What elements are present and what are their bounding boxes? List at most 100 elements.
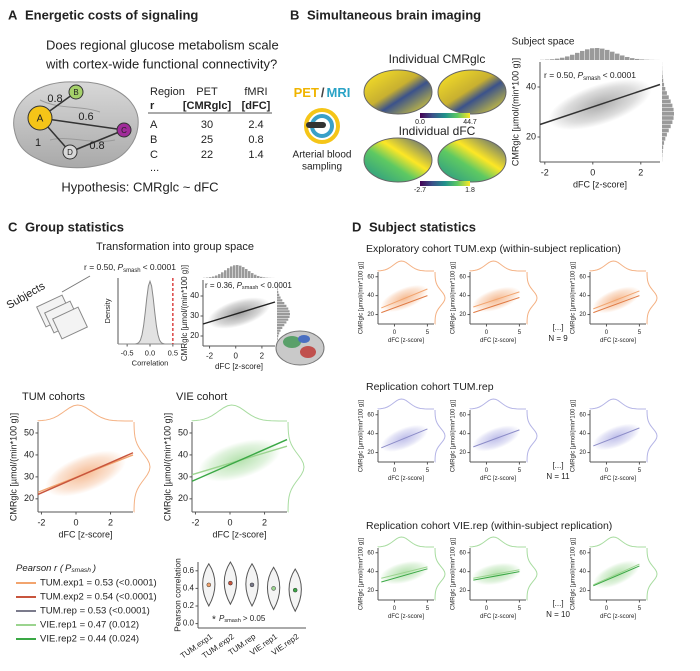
violin-median	[292, 587, 298, 593]
x-tick-label: 2	[262, 517, 267, 527]
brain-map	[437, 69, 507, 115]
annotation: Pearson r (Psmash)	[16, 563, 96, 574]
legend-label: VIE.rep2 = 0.44 (0.024)	[40, 634, 139, 645]
x-tick-label: 0.0	[145, 349, 155, 358]
y-tick-label: 60	[579, 274, 586, 280]
y-tick-label: 40	[526, 81, 536, 91]
subjects-stack	[35, 275, 91, 340]
x-tick-label: 2	[260, 351, 265, 360]
annotation-part: Pearson r (	[16, 563, 64, 574]
marginal-histogram	[630, 58, 635, 60]
x-axis-label: dFC [z-score]	[480, 614, 516, 620]
y-tick-label: 40	[459, 293, 466, 299]
x-tick-label: -0.5	[121, 349, 134, 358]
x-tick-label: 0	[605, 606, 609, 612]
edge-weight: 0.8	[89, 140, 104, 152]
regression-line	[37, 452, 134, 496]
y-tick-label: 40	[190, 291, 199, 300]
x-tick-label: 0	[73, 517, 78, 527]
x-tick-label: 0	[393, 606, 397, 612]
y-tick-label: 60	[459, 274, 466, 280]
x-tick-label: 5	[638, 606, 642, 612]
y-tick-label: 40	[579, 569, 586, 575]
x-tick-label: 5	[426, 330, 430, 336]
ellipsis: [...]	[552, 323, 563, 332]
y-tick-label: 50	[24, 427, 34, 437]
table-header: Region	[150, 86, 185, 98]
marginal-density	[434, 547, 446, 601]
plot-title: VIE cohort	[176, 391, 227, 403]
scanner-icon	[304, 108, 340, 144]
marginal-histogram	[615, 53, 620, 60]
panel-title: Simultaneous brain imaging	[307, 7, 481, 22]
x-tick-label: 0	[234, 351, 239, 360]
edge-weight: 0.6	[78, 111, 93, 123]
marginal-histogram	[218, 274, 221, 278]
x-tick-label: 0	[393, 330, 397, 336]
panel-title: Group statistics	[25, 219, 124, 234]
y-tick-label: 40	[459, 569, 466, 575]
x-tick-label: -2	[541, 167, 549, 177]
marginal-histogram	[245, 268, 248, 278]
legend-label: TUM.exp1 = 0.53 (<0.0001)	[40, 578, 157, 589]
modality-part: MRI	[327, 85, 351, 100]
x-tick-label: 5	[518, 468, 522, 474]
violin-median	[249, 582, 255, 588]
y-tick-label: 60	[579, 550, 586, 556]
y-tick-label: 40	[367, 293, 374, 299]
table-cell: 2.4	[248, 119, 263, 131]
y-tick-label: 20	[367, 450, 374, 456]
annotation: r = 0.50, Psmash < 0.0001	[544, 70, 636, 81]
marginal-density	[377, 260, 435, 272]
y-tick-label: 20	[459, 450, 466, 456]
x-tick-label: 2	[108, 517, 113, 527]
y-axis-label: CMRglc [µmol/(min*100 g)]	[571, 400, 577, 472]
edge-weight: 1	[35, 137, 41, 149]
marginal-density	[589, 260, 647, 272]
marginal-density	[526, 271, 538, 325]
y-tick-label: 40	[178, 449, 188, 459]
node-label: C	[121, 126, 127, 135]
y-tick-label: 30	[24, 471, 34, 481]
marginal-histogram	[625, 56, 630, 60]
regression-line	[473, 569, 520, 579]
marginal-histogram	[662, 124, 671, 129]
marginal-histogram	[277, 337, 278, 340]
question-line: with cortex-wide functional connectivity…	[45, 56, 277, 71]
y-tick-label: 0.2	[183, 601, 195, 610]
y-tick-label: 60	[459, 412, 466, 418]
table-header: [CMRglc]	[183, 100, 232, 112]
table-cell: 25	[201, 134, 213, 146]
x-tick-label: 0.5	[168, 349, 178, 358]
x-axis-label: dFC [z-score]	[480, 338, 516, 344]
marginal-density	[434, 409, 446, 463]
marginal-histogram	[254, 274, 257, 278]
regression-line	[381, 566, 428, 579]
y-tick-label: 20	[579, 588, 586, 594]
marginal-histogram	[662, 120, 673, 124]
marginal-histogram	[277, 307, 289, 310]
annotation-part: P	[65, 563, 72, 574]
y-tick-label: 30	[178, 471, 188, 481]
marginal-histogram	[662, 116, 674, 120]
x-axis-label: dFC [z-score]	[388, 614, 424, 620]
table-header: PET	[196, 86, 218, 98]
hypothesis: Hypothesis: CMRglc ~ dFC	[61, 179, 218, 194]
edge-weight: 0.8	[47, 93, 62, 105]
brain-map	[363, 69, 433, 115]
marginal-density	[469, 398, 527, 410]
y-tick-label: 40	[459, 431, 466, 437]
node-label: A	[37, 114, 44, 125]
y-tick-label: 30	[190, 311, 199, 320]
marginal-density	[589, 398, 647, 410]
marginal-histogram	[662, 141, 665, 145]
marginal-histogram	[260, 276, 263, 278]
marginal-histogram	[662, 91, 667, 95]
y-axis-label: CMRglc [µmol/(min*100 g)]	[451, 262, 457, 334]
marginal-histogram	[595, 48, 600, 60]
marginal-histogram	[277, 324, 285, 327]
brain-parcel	[300, 346, 316, 358]
marginal-histogram	[277, 326, 283, 329]
table-header: [dFC]	[242, 100, 271, 112]
marginal-histogram	[662, 107, 674, 112]
